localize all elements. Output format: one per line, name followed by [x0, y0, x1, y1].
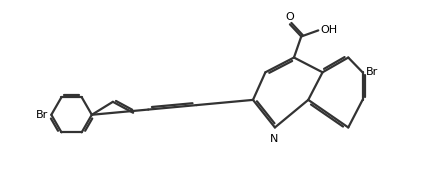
Text: O: O [286, 12, 294, 22]
Text: Br: Br [36, 110, 48, 120]
Text: N: N [270, 134, 278, 144]
Text: Br: Br [366, 67, 378, 77]
Text: OH: OH [320, 25, 337, 35]
